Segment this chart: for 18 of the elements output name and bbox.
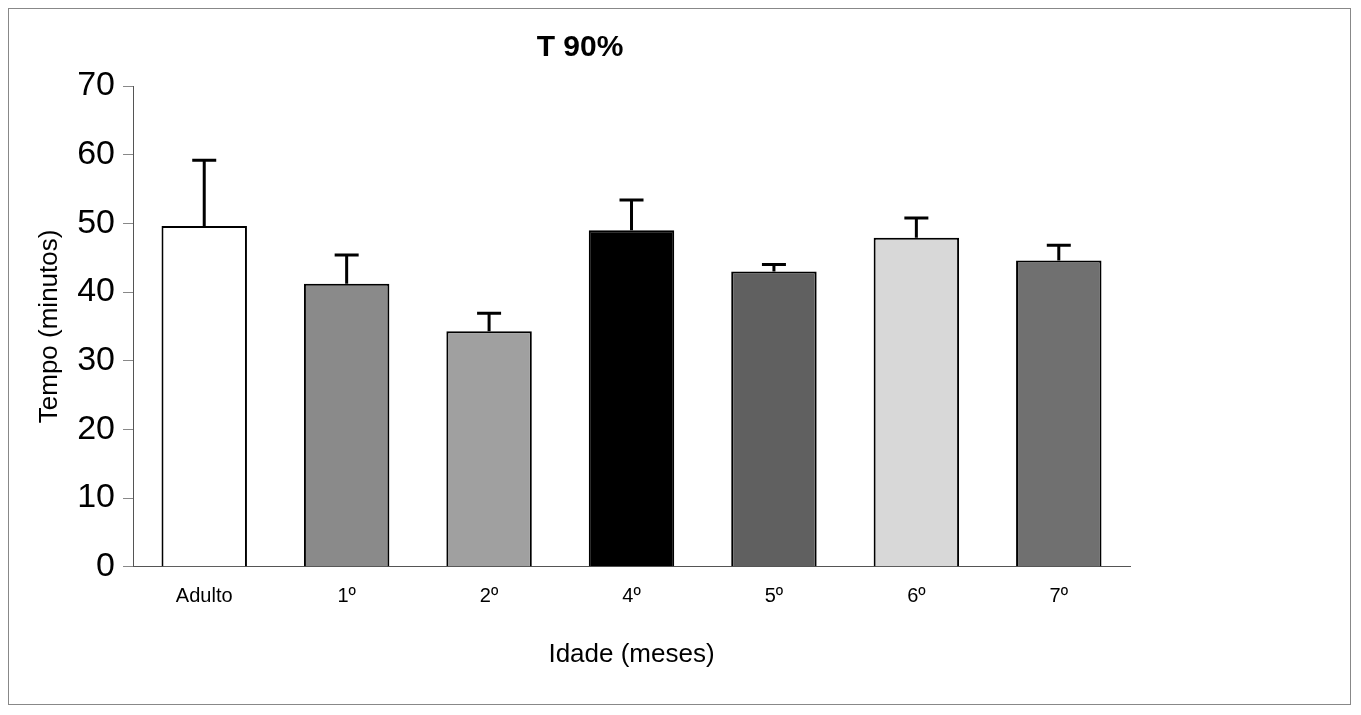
chart-title: T 90% — [536, 29, 624, 63]
y-tick-label: 10 — [77, 476, 116, 515]
y-tick-label: 0 — [96, 545, 116, 584]
x-tick-label: 4º — [622, 584, 642, 607]
x-tick-label: 1º — [337, 584, 357, 607]
y-tick-label: 40 — [77, 270, 116, 309]
y-tick-label: 20 — [77, 407, 116, 446]
y-axis-title: Tempo (minutos) — [32, 229, 63, 424]
x-tick-label: Adulto — [175, 584, 233, 607]
y-tick-label: 70 — [77, 64, 116, 103]
y-tick-label: 50 — [77, 201, 116, 240]
y-tick-label: 30 — [77, 339, 116, 378]
x-tick-label: 2º — [479, 584, 499, 607]
x-tick-label: 6º — [907, 584, 927, 607]
y-tick-label: 60 — [77, 133, 116, 172]
x-tick-label: 7º — [1049, 584, 1069, 607]
x-axis-title: Idade (meses) — [548, 637, 715, 668]
x-tick-label: 5º — [764, 584, 784, 607]
